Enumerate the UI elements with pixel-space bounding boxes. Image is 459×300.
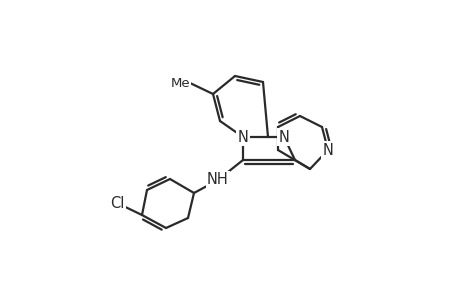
Text: Me: Me [170,76,190,89]
Text: N: N [322,142,333,158]
Text: N: N [237,130,248,145]
Text: NH: NH [207,172,229,188]
Text: Cl: Cl [110,196,124,211]
Text: N: N [278,130,289,145]
